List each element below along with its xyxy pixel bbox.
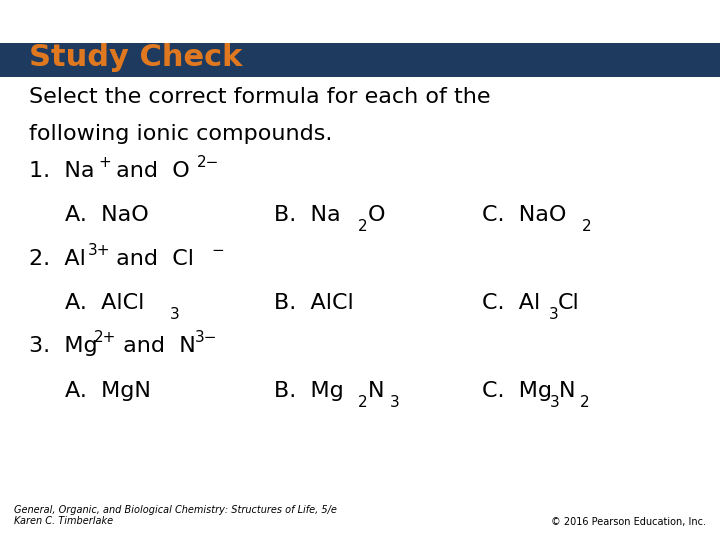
Text: N: N bbox=[559, 381, 575, 401]
Text: Study Check: Study Check bbox=[29, 43, 242, 72]
Text: 2: 2 bbox=[580, 395, 590, 410]
FancyBboxPatch shape bbox=[0, 43, 720, 77]
Text: B.  AlCl: B. AlCl bbox=[274, 293, 354, 313]
Text: 3: 3 bbox=[549, 395, 559, 410]
Text: and  O: and O bbox=[109, 161, 190, 181]
Text: and  Cl: and Cl bbox=[109, 248, 194, 268]
Text: 2.  Al: 2. Al bbox=[29, 248, 86, 268]
Text: © 2016 Pearson Education, Inc.: © 2016 Pearson Education, Inc. bbox=[551, 516, 706, 526]
Text: A.  NaO: A. NaO bbox=[65, 205, 148, 225]
Text: C.  Mg: C. Mg bbox=[482, 381, 552, 401]
Text: and  N: and N bbox=[116, 336, 196, 356]
Text: −: − bbox=[211, 243, 224, 258]
Text: 2: 2 bbox=[358, 219, 367, 234]
Text: 2: 2 bbox=[582, 219, 591, 234]
Text: B.  Mg: B. Mg bbox=[274, 381, 343, 401]
Text: B.  Na: B. Na bbox=[274, 205, 341, 225]
Text: 2: 2 bbox=[358, 395, 367, 410]
Text: C.  Al: C. Al bbox=[482, 293, 541, 313]
Text: 3+: 3+ bbox=[88, 243, 110, 258]
Text: Select the correct formula for each of the: Select the correct formula for each of t… bbox=[29, 86, 490, 106]
Text: 3−: 3− bbox=[195, 330, 217, 346]
Text: 3: 3 bbox=[549, 307, 559, 322]
Text: following ionic compounds.: following ionic compounds. bbox=[29, 124, 332, 144]
Text: 2−: 2− bbox=[197, 156, 220, 171]
Text: 3: 3 bbox=[170, 307, 180, 322]
Text: 2+: 2+ bbox=[94, 330, 116, 346]
Text: General, Organic, and Biological Chemistry: Structures of Life, 5/e
Karen C. Tim: General, Organic, and Biological Chemist… bbox=[14, 505, 337, 526]
Text: Cl: Cl bbox=[558, 293, 580, 313]
Text: 1.  Na: 1. Na bbox=[29, 161, 94, 181]
Text: N: N bbox=[368, 381, 384, 401]
Text: 3: 3 bbox=[390, 395, 400, 410]
Text: +: + bbox=[99, 156, 112, 171]
Text: C.  NaO: C. NaO bbox=[482, 205, 567, 225]
Text: 3.  Mg: 3. Mg bbox=[29, 336, 97, 356]
Text: A.  AlCl: A. AlCl bbox=[65, 293, 144, 313]
Text: O: O bbox=[368, 205, 385, 225]
Text: A.  MgN: A. MgN bbox=[65, 381, 150, 401]
